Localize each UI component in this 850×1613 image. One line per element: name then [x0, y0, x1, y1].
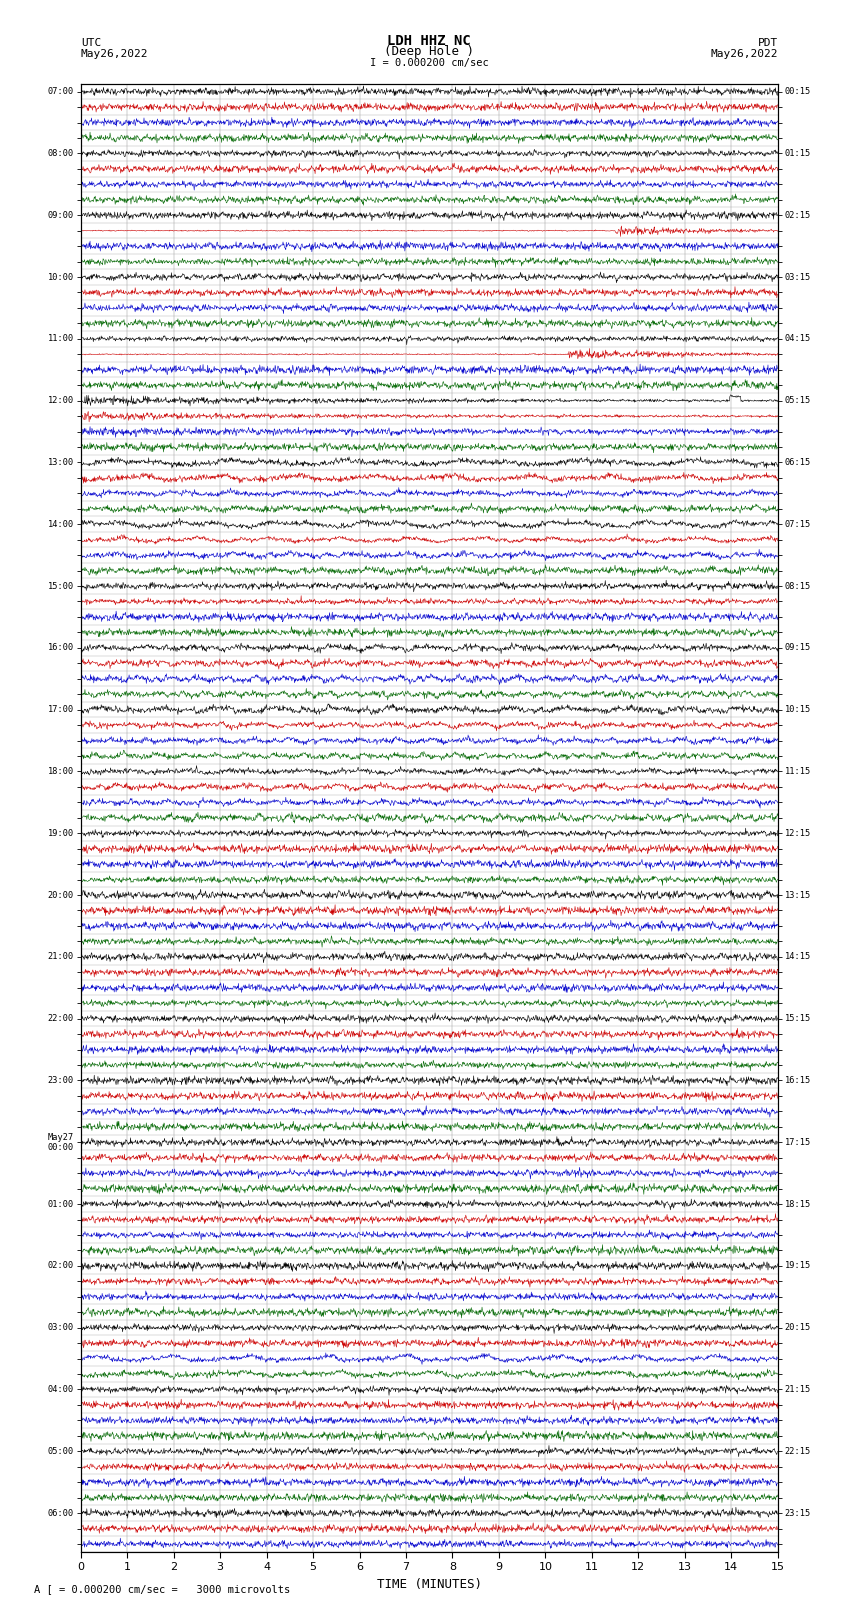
Text: May26,2022: May26,2022	[711, 48, 778, 58]
Text: May26,2022: May26,2022	[81, 48, 148, 58]
Text: (Deep Hole ): (Deep Hole )	[384, 45, 474, 58]
Text: UTC: UTC	[81, 39, 101, 48]
Text: A [ = 0.000200 cm/sec =   3000 microvolts: A [ = 0.000200 cm/sec = 3000 microvolts	[34, 1584, 290, 1594]
X-axis label: TIME (MINUTES): TIME (MINUTES)	[377, 1578, 482, 1590]
Text: PDT: PDT	[757, 39, 778, 48]
Text: LDH HHZ NC: LDH HHZ NC	[388, 34, 471, 48]
Text: I = 0.000200 cm/sec: I = 0.000200 cm/sec	[370, 58, 489, 68]
